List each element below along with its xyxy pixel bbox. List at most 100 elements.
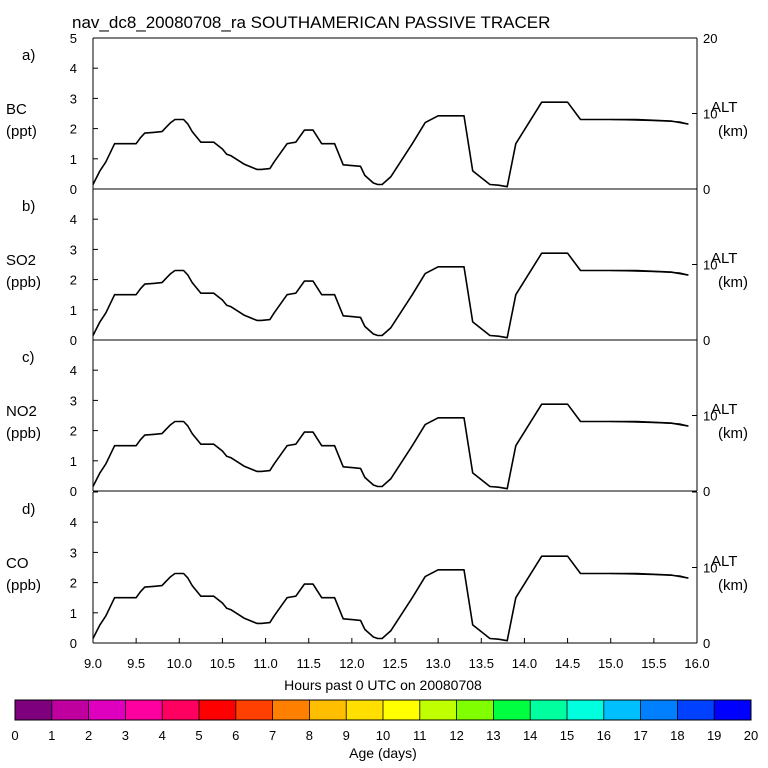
panel-letter: a) xyxy=(22,47,35,64)
alt-label: ALT xyxy=(711,553,737,570)
panel-co: 0 1 2 3 4 0 10 d) CO (ppb) ALT (km) xyxy=(6,491,748,651)
left-tick-label: 2 xyxy=(70,576,77,591)
colorbar-tick-label: 5 xyxy=(195,728,202,743)
x-tick-label: 10.0 xyxy=(167,656,192,671)
right-tick-label: 10 xyxy=(703,107,717,122)
left-tick-label: 4 xyxy=(70,61,77,76)
alt-label: ALT xyxy=(711,401,737,418)
colorbar-segment xyxy=(677,700,715,720)
left-tick-label: 0 xyxy=(70,484,77,499)
colorbar-segment xyxy=(567,700,605,720)
colorbar-tick-label: 15 xyxy=(560,728,574,743)
colorbar-segment xyxy=(309,700,347,720)
panel-so2: 0 1 2 3 4 0 10 b) SO2 (ppb) ALT (km) xyxy=(6,188,748,348)
x-tick-label: 10.5 xyxy=(210,656,235,671)
left-tick-label: 2 xyxy=(70,273,77,288)
left-tick-label: 4 xyxy=(70,363,77,378)
altitude-line xyxy=(92,555,689,642)
panels: 01234501020a)BC(ppt)ALT(km)01234010b)SO2… xyxy=(6,31,748,651)
alt-unit: (km) xyxy=(718,123,748,140)
x-tick-label: 12.0 xyxy=(339,656,364,671)
colorbar-segment xyxy=(88,700,126,720)
left-tick-label: 1 xyxy=(70,152,77,167)
altitude-line-secondary xyxy=(610,118,689,125)
colorbar-segment xyxy=(199,700,237,720)
colorbar-tick-label: 4 xyxy=(159,728,166,743)
x-tick-label: 11.5 xyxy=(297,656,321,671)
left-tick-label: 3 xyxy=(70,545,77,560)
colorbar-tick-label: 3 xyxy=(122,728,129,743)
colorbar-tick-label: 14 xyxy=(523,728,537,743)
altitude-line xyxy=(92,101,689,188)
left-tick-label: 3 xyxy=(70,91,77,106)
colorbar-tick-label: 11 xyxy=(413,728,427,743)
x-tick-label: 13.5 xyxy=(469,656,494,671)
x-tick-label: 14.5 xyxy=(555,656,580,671)
right-tick-label: 0 xyxy=(703,333,710,348)
species-unit: (ppt) xyxy=(6,123,37,140)
colorbar-segment xyxy=(125,700,163,720)
colorbar-tick-label: 17 xyxy=(633,728,647,743)
colorbar-segment xyxy=(603,700,642,720)
alt-unit: (km) xyxy=(718,425,748,442)
right-tick-label: 20 xyxy=(703,31,717,46)
right-tick-label: 10 xyxy=(703,409,717,424)
x-tick-label: 13.0 xyxy=(425,656,450,671)
x-axis-label: Hours past 0 UTC on 20080708 xyxy=(284,677,482,693)
alt-label: ALT xyxy=(711,99,737,116)
colorbar-segment xyxy=(15,700,53,720)
altitude-line xyxy=(92,403,689,490)
left-tick-label: 3 xyxy=(70,393,77,408)
x-axis: 9.0 9.5 10.0 10.5 11.0 11.5 12.0 12.5 13.0 13.5 14… xyxy=(84,638,710,671)
colorbar-segment xyxy=(272,700,310,720)
species-unit: (ppb) xyxy=(6,577,41,594)
colorbar-segment xyxy=(456,700,494,720)
colorbar-segment xyxy=(51,700,90,720)
colorbar-segment xyxy=(235,700,274,720)
colorbar-segment xyxy=(714,700,752,720)
species-label: NO2 xyxy=(6,403,37,420)
colorbar-tick-label: 6 xyxy=(232,728,239,743)
left-tick-label: 1 xyxy=(70,606,77,621)
colorbar-tick-label: 2 xyxy=(85,728,92,743)
colorbar-segment xyxy=(419,700,458,720)
left-tick-label: 3 xyxy=(70,242,77,257)
right-tick-label: 0 xyxy=(703,182,710,197)
colorbar-segment xyxy=(162,700,200,720)
left-tick-label: 4 xyxy=(70,515,77,530)
left-tick-label: 4 xyxy=(70,212,77,227)
x-tick-label: 14.0 xyxy=(512,656,537,671)
x-tick-label: 9.5 xyxy=(127,656,145,671)
right-tick-label: 0 xyxy=(703,636,710,651)
species-label: SO2 xyxy=(6,252,36,269)
colorbar-tick-label: 18 xyxy=(670,728,684,743)
altitude-line-secondary xyxy=(610,269,689,276)
altitude-line-secondary xyxy=(610,420,689,427)
colorbar-tick-label: 8 xyxy=(306,728,313,743)
colorbar-segment xyxy=(493,700,531,720)
left-tick-label: 1 xyxy=(70,454,77,469)
panel-bc: 0 1 2 3 4 5 0 10 20 a) BC (ppt) ALT (km) xyxy=(6,31,748,197)
x-tick-label: 11.0 xyxy=(253,656,277,671)
left-tick-label: 0 xyxy=(70,636,77,651)
x-tick-label: 15.0 xyxy=(598,656,623,671)
panel-letter: d) xyxy=(22,501,35,518)
panel-letter: b) xyxy=(22,198,35,215)
right-tick-label: 0 xyxy=(703,484,710,499)
altitude-line xyxy=(92,252,689,339)
colorbar-tick-label: 7 xyxy=(269,728,276,743)
colorbar-tick-label: 13 xyxy=(486,728,500,743)
chart-title: nav_dc8_20080708_ra SOUTHAMERICAN PASSIV… xyxy=(72,13,550,32)
right-tick-label: 10 xyxy=(703,258,717,273)
species-unit: (ppb) xyxy=(6,425,41,442)
x-tick-label: 9.0 xyxy=(84,656,102,671)
colorbar-tick-label: 1 xyxy=(48,728,55,743)
species-label: CO xyxy=(6,555,29,572)
panel-letter: c) xyxy=(22,349,35,366)
colorbar-tick-label: 12 xyxy=(449,728,463,743)
alt-unit: (km) xyxy=(718,577,748,594)
colorbar-tick-label: 10 xyxy=(376,728,390,743)
left-tick-label: 0 xyxy=(70,333,77,348)
